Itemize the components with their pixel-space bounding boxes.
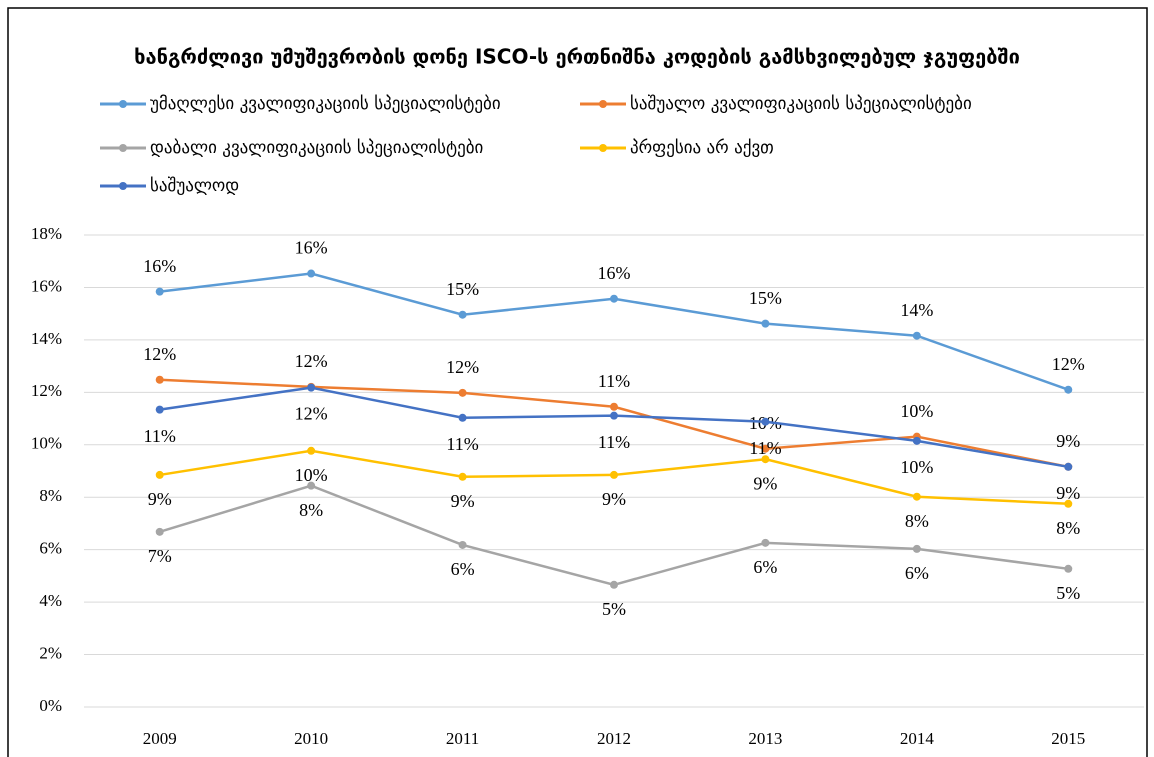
data-label: 9% [1056, 483, 1080, 503]
point [458, 310, 467, 319]
data-label: 11% [598, 371, 630, 391]
data-label: 9% [148, 489, 172, 509]
y-tick-label: 4% [39, 591, 62, 610]
x-tick-label: 2012 [597, 729, 631, 748]
point [912, 492, 921, 501]
point [761, 319, 770, 328]
data-label: 9% [753, 473, 777, 493]
point [761, 417, 770, 426]
data-label: 6% [451, 559, 475, 579]
data-label: 8% [299, 500, 323, 520]
y-tick-label: 16% [31, 276, 62, 295]
legend-label: საშუალო კვალიფიკაციის სპეციალისტები [630, 94, 972, 114]
data-label: 10% [295, 465, 328, 485]
point [912, 436, 921, 445]
legend-marker [119, 100, 127, 108]
legend-marker [119, 144, 127, 152]
point [307, 383, 316, 392]
chart-title: ხანგრძლივი უმუშევრობის დონე ISCO-ს ერთნი… [134, 45, 1020, 69]
data-label: 9% [1056, 431, 1080, 451]
data-label: 16% [143, 256, 176, 276]
data-label: 10% [900, 401, 933, 421]
data-label: 9% [602, 489, 626, 509]
data-label: 6% [753, 557, 777, 577]
data-label: 10% [900, 457, 933, 477]
data-label: 11% [446, 434, 478, 454]
point [1064, 564, 1073, 573]
data-label: 15% [749, 288, 782, 308]
frame [7, 7, 1148, 757]
point [155, 287, 164, 296]
data-label: 9% [451, 491, 475, 511]
point [610, 294, 618, 303]
point [458, 413, 467, 422]
x-tick-label: 2011 [446, 729, 479, 748]
point [761, 444, 770, 453]
data-label: 14% [900, 300, 933, 320]
point [610, 402, 618, 411]
data-label: 12% [295, 404, 328, 424]
point [458, 540, 467, 549]
legend-label: საშუალოდ [150, 176, 239, 196]
legend-label: უმაღლესი კვალიფიკაციის სპეციალისტები [150, 94, 501, 114]
point [155, 527, 164, 536]
legend-marker [599, 144, 607, 152]
data-label: 12% [1052, 354, 1085, 374]
x-tick-label: 2015 [1051, 729, 1085, 748]
y-tick-label: 0% [39, 696, 62, 715]
point [458, 388, 467, 397]
y-tick-label: 6% [39, 539, 62, 558]
point [912, 544, 921, 553]
data-label: 7% [148, 546, 172, 566]
point [155, 405, 164, 414]
point [1064, 499, 1073, 508]
data-label: 12% [446, 357, 479, 377]
point [610, 411, 618, 420]
data-label: 5% [1056, 583, 1080, 603]
data-label: 11% [598, 432, 630, 452]
x-tick-label: 2010 [294, 729, 328, 748]
point [912, 331, 921, 340]
data-label: 12% [295, 351, 328, 371]
y-tick-label: 2% [39, 643, 62, 662]
data-label: 11% [749, 438, 781, 458]
point [610, 470, 618, 479]
point [458, 472, 467, 481]
data-label: 16% [295, 238, 328, 258]
data-label: 8% [1056, 518, 1080, 538]
point [761, 538, 770, 547]
x-tick-label: 2009 [143, 729, 177, 748]
data-label: 6% [905, 563, 929, 583]
x-tick-label: 2013 [748, 729, 782, 748]
point [307, 269, 316, 278]
point [1064, 385, 1073, 394]
y-tick-label: 14% [31, 329, 62, 348]
point [610, 580, 618, 589]
legend-marker [599, 100, 607, 108]
y-tick-label: 8% [39, 486, 62, 505]
y-tick-label: 18% [31, 224, 62, 243]
data-label: 16% [598, 263, 631, 283]
x-tick-label: 2014 [900, 729, 935, 748]
point [155, 375, 164, 384]
legend-label: დაბალი კვალიფიკაციის სპეციალისტები [150, 138, 483, 158]
data-label: 5% [602, 599, 626, 619]
point [155, 470, 164, 479]
y-tick-label: 10% [31, 434, 62, 453]
legend-marker [119, 182, 127, 190]
point [307, 481, 316, 490]
data-label: 11% [144, 426, 176, 446]
legend-label: პრფესია არ აქვთ [630, 138, 774, 158]
data-label: 15% [446, 279, 479, 299]
point [1064, 462, 1073, 471]
y-tick-label: 12% [31, 381, 62, 400]
data-label: 8% [905, 511, 929, 531]
point [307, 446, 316, 455]
point [761, 455, 770, 464]
data-label: 12% [143, 344, 176, 364]
